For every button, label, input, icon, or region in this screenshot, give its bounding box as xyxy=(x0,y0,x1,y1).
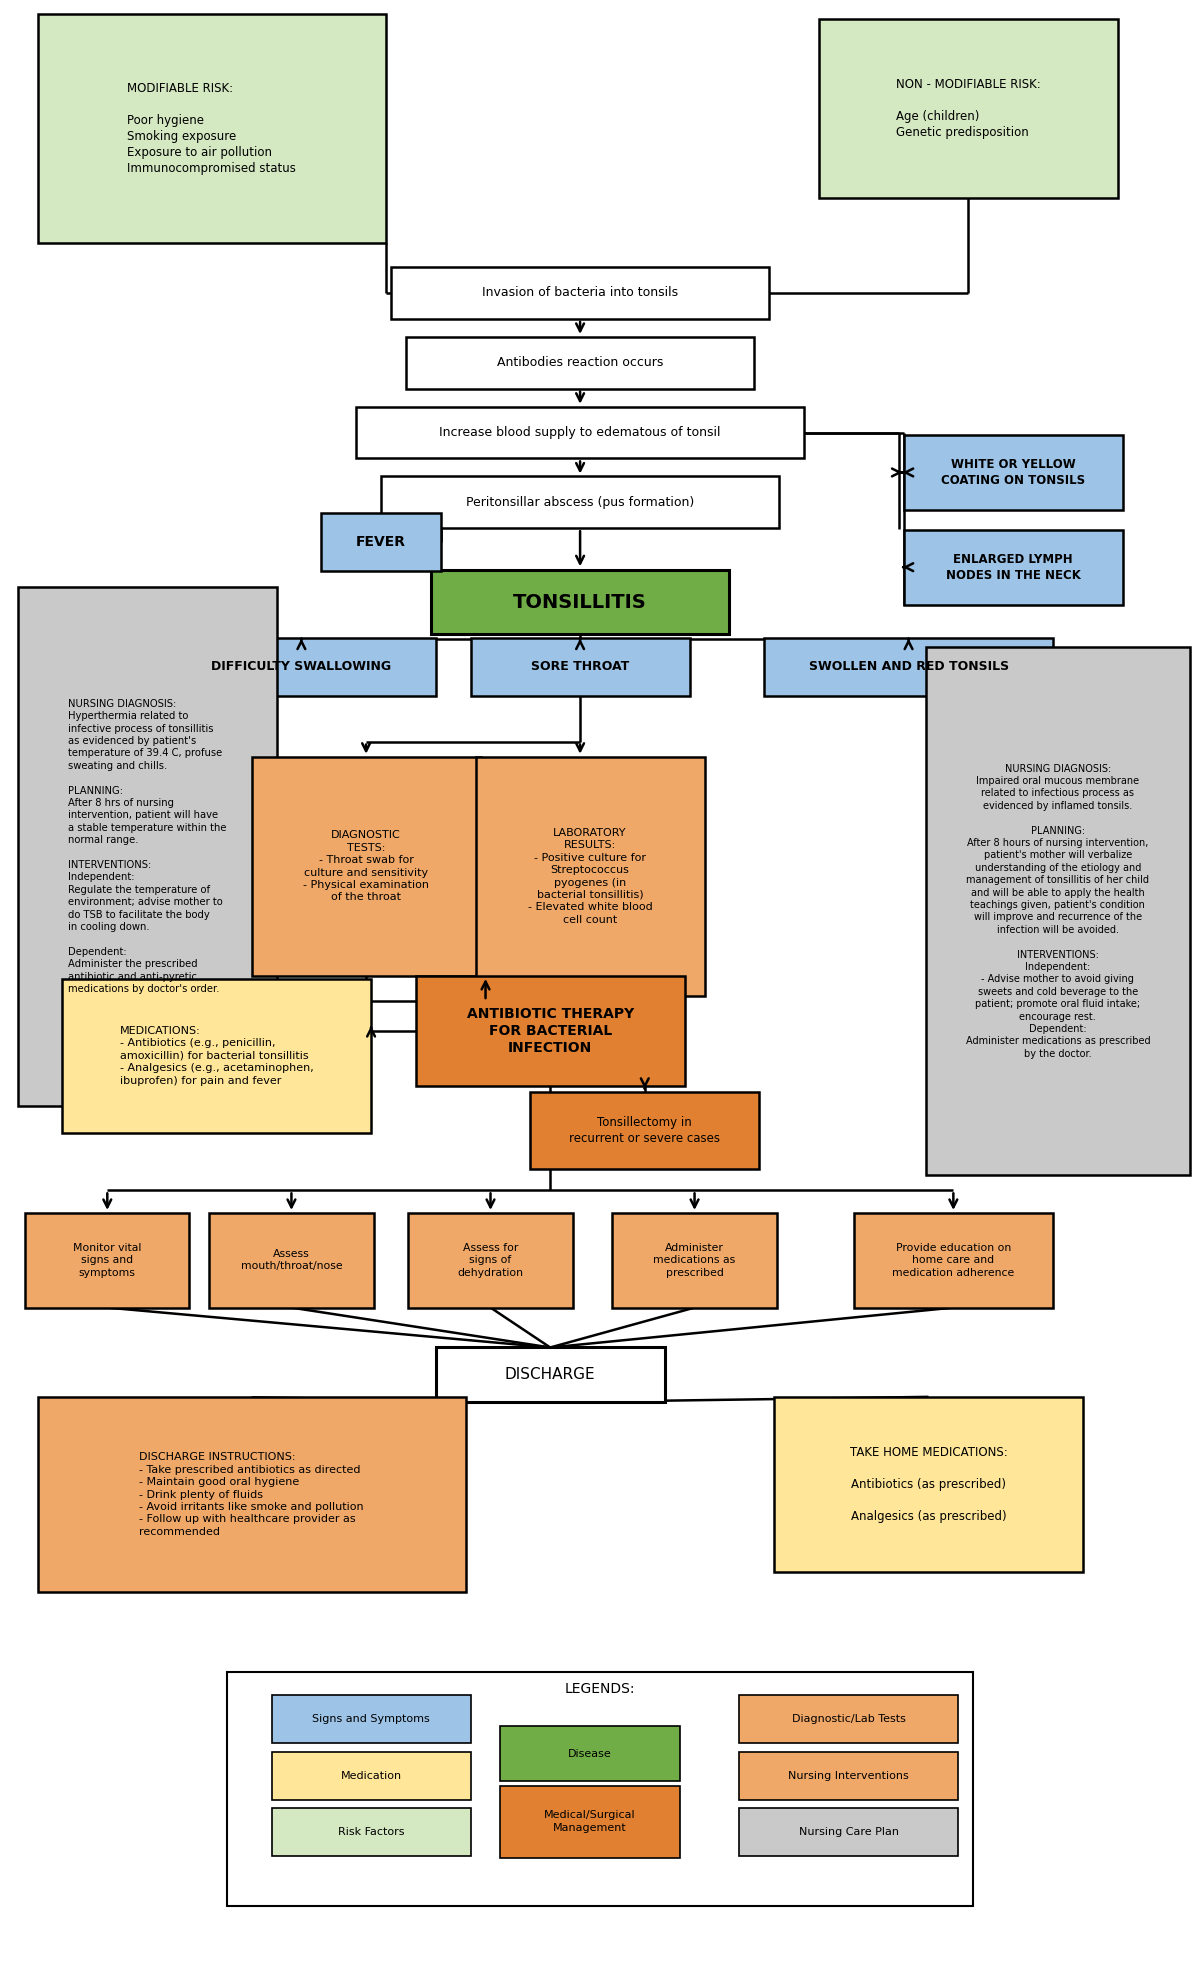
FancyBboxPatch shape xyxy=(854,1213,1052,1308)
Text: WHITE OR YELLOW
COATING ON TONSILS: WHITE OR YELLOW COATING ON TONSILS xyxy=(941,458,1085,486)
FancyBboxPatch shape xyxy=(739,1695,959,1743)
Text: Diagnostic/Lab Tests: Diagnostic/Lab Tests xyxy=(792,1713,906,1723)
FancyBboxPatch shape xyxy=(406,336,755,389)
Text: LEGENDS:: LEGENDS: xyxy=(565,1682,635,1695)
Text: Nursing Interventions: Nursing Interventions xyxy=(788,1770,910,1780)
FancyBboxPatch shape xyxy=(904,435,1122,510)
FancyBboxPatch shape xyxy=(470,638,690,696)
FancyBboxPatch shape xyxy=(252,757,480,976)
Text: Invasion of bacteria into tonsils: Invasion of bacteria into tonsils xyxy=(482,287,678,300)
FancyBboxPatch shape xyxy=(774,1397,1082,1571)
FancyBboxPatch shape xyxy=(18,587,276,1107)
FancyBboxPatch shape xyxy=(37,14,386,243)
Text: Provide education on
home care and
medication adherence: Provide education on home care and medic… xyxy=(893,1243,1014,1278)
FancyBboxPatch shape xyxy=(37,1397,466,1593)
FancyBboxPatch shape xyxy=(764,638,1052,696)
Text: FEVER: FEVER xyxy=(356,535,406,549)
FancyBboxPatch shape xyxy=(530,1091,760,1170)
Text: Medical/Surgical
Management: Medical/Surgical Management xyxy=(545,1810,636,1834)
Text: Increase blood supply to edematous of tonsil: Increase blood supply to edematous of to… xyxy=(439,427,721,439)
FancyBboxPatch shape xyxy=(271,1808,470,1855)
FancyBboxPatch shape xyxy=(612,1213,776,1308)
Text: ENLARGED LYMPH
NODES IN THE NECK: ENLARGED LYMPH NODES IN THE NECK xyxy=(946,553,1080,581)
FancyBboxPatch shape xyxy=(408,1213,572,1308)
Text: MEDICATIONS:
- Antibiotics (e.g., penicillin,
amoxicillin) for bacterial tonsill: MEDICATIONS: - Antibiotics (e.g., penici… xyxy=(120,1026,313,1085)
Text: DIFFICULTY SWALLOWING: DIFFICULTY SWALLOWING xyxy=(211,660,391,674)
FancyBboxPatch shape xyxy=(431,569,730,634)
Text: NURSING DIAGNOSIS:
Impaired oral mucous membrane
related to infectious process a: NURSING DIAGNOSIS: Impaired oral mucous … xyxy=(966,763,1150,1059)
FancyBboxPatch shape xyxy=(500,1727,679,1780)
FancyBboxPatch shape xyxy=(500,1786,679,1857)
Text: Tonsillectomy in
recurrent or severe cases: Tonsillectomy in recurrent or severe cas… xyxy=(569,1116,720,1146)
FancyBboxPatch shape xyxy=(25,1213,190,1308)
FancyBboxPatch shape xyxy=(475,757,704,996)
FancyBboxPatch shape xyxy=(818,18,1117,198)
Text: DISCHARGE: DISCHARGE xyxy=(505,1367,595,1383)
FancyBboxPatch shape xyxy=(416,976,685,1085)
FancyBboxPatch shape xyxy=(322,514,440,571)
Text: Disease: Disease xyxy=(568,1749,612,1759)
Text: LABORATORY
RESULTS:
- Positive culture for
Streptococcus
pyogenes (in
bacterial : LABORATORY RESULTS: - Positive culture f… xyxy=(528,828,653,925)
FancyBboxPatch shape xyxy=(62,978,371,1132)
FancyBboxPatch shape xyxy=(382,476,779,528)
FancyBboxPatch shape xyxy=(167,638,436,696)
Text: Nursing Care Plan: Nursing Care Plan xyxy=(799,1826,899,1836)
Text: Peritonsillar abscess (pus formation): Peritonsillar abscess (pus formation) xyxy=(466,496,695,510)
Text: NON - MODIFIABLE RISK:

Age (children)
Genetic predisposition: NON - MODIFIABLE RISK: Age (children) Ge… xyxy=(896,77,1040,138)
FancyBboxPatch shape xyxy=(436,1348,665,1403)
FancyBboxPatch shape xyxy=(356,407,804,458)
FancyBboxPatch shape xyxy=(209,1213,373,1308)
Text: SWOLLEN AND RED TONSILS: SWOLLEN AND RED TONSILS xyxy=(809,660,1009,674)
FancyBboxPatch shape xyxy=(904,530,1122,605)
Text: DIAGNOSTIC
TESTS:
- Throat swab for
culture and sensitivity
- Physical examinati: DIAGNOSTIC TESTS: - Throat swab for cult… xyxy=(304,830,430,903)
Text: NURSING DIAGNOSIS:
Hyperthermia related to
infective process of tonsillitis
as e: NURSING DIAGNOSIS: Hyperthermia related … xyxy=(68,700,227,994)
Text: MODIFIABLE RISK:

Poor hygiene
Smoking exposure
Exposure to air pollution
Immuno: MODIFIABLE RISK: Poor hygiene Smoking ex… xyxy=(127,81,296,176)
FancyBboxPatch shape xyxy=(227,1672,973,1907)
Text: Administer
medications as
prescribed: Administer medications as prescribed xyxy=(654,1243,736,1278)
Text: TAKE HOME MEDICATIONS:

Antibiotics (as prescribed)

Analgesics (as prescribed): TAKE HOME MEDICATIONS: Antibiotics (as p… xyxy=(850,1446,1007,1523)
Text: Signs and Symptoms: Signs and Symptoms xyxy=(312,1713,430,1723)
Text: Assess for
signs of
dehydration: Assess for signs of dehydration xyxy=(457,1243,523,1278)
FancyBboxPatch shape xyxy=(739,1808,959,1855)
Text: Monitor vital
signs and
symptoms: Monitor vital signs and symptoms xyxy=(73,1243,142,1278)
FancyBboxPatch shape xyxy=(271,1695,470,1743)
FancyBboxPatch shape xyxy=(739,1753,959,1800)
Text: Antibodies reaction occurs: Antibodies reaction occurs xyxy=(497,356,664,370)
Text: Assess
mouth/throat/nose: Assess mouth/throat/nose xyxy=(241,1249,342,1271)
Text: Medication: Medication xyxy=(341,1770,402,1780)
Text: ANTIBIOTIC THERAPY
FOR BACTERIAL
INFECTION: ANTIBIOTIC THERAPY FOR BACTERIAL INFECTI… xyxy=(467,1006,634,1055)
FancyBboxPatch shape xyxy=(926,646,1189,1176)
FancyBboxPatch shape xyxy=(271,1753,470,1800)
Text: DISCHARGE INSTRUCTIONS:
- Take prescribed antibiotics as directed
- Maintain goo: DISCHARGE INSTRUCTIONS: - Take prescribe… xyxy=(139,1452,364,1537)
FancyBboxPatch shape xyxy=(391,267,769,318)
Text: SORE THROAT: SORE THROAT xyxy=(530,660,629,674)
Text: TONSILLITIS: TONSILLITIS xyxy=(514,593,647,613)
Text: Risk Factors: Risk Factors xyxy=(338,1826,404,1836)
